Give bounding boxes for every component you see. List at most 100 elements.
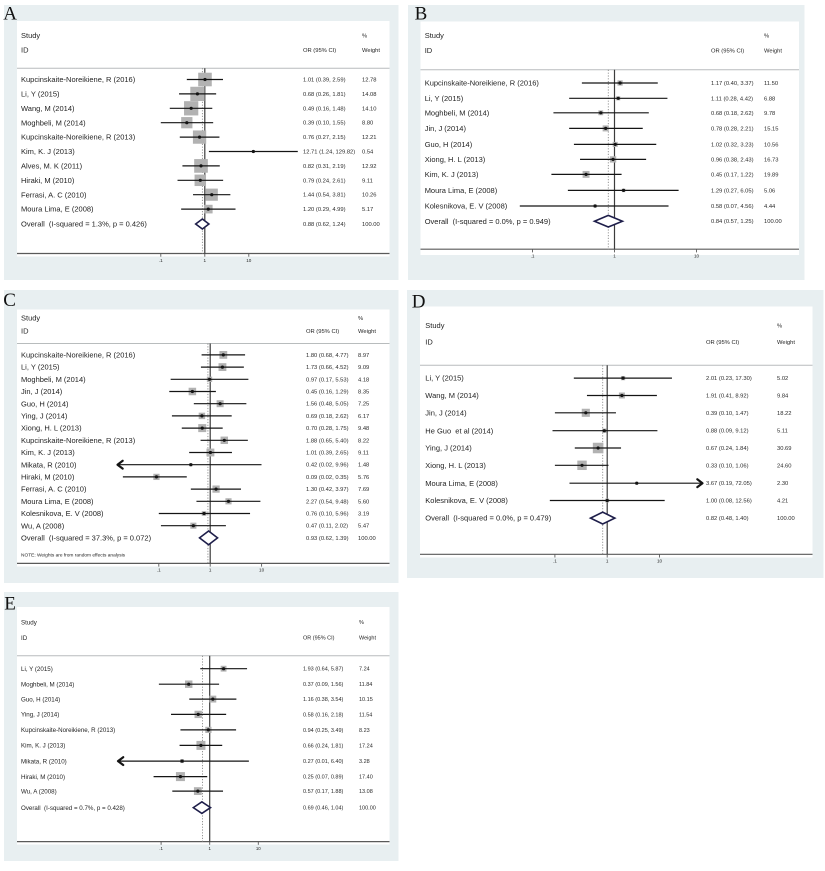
svg-text:100.00: 100.00 [358,536,376,542]
svg-text:1.11 (0.28, 4.42): 1.11 (0.28, 4.42) [711,96,753,102]
svg-text:Li, Y (2015): Li, Y (2015) [425,94,464,103]
svg-text:0.39 (0.10, 1.47): 0.39 (0.10, 1.47) [706,411,749,417]
svg-text:0.76 (0.10, 5.96): 0.76 (0.10, 5.96) [306,512,349,518]
svg-text:8.35: 8.35 [358,390,369,396]
svg-text:12.21: 12.21 [362,135,377,141]
svg-text:8.22: 8.22 [358,438,369,444]
svg-text:6.17: 6.17 [358,414,369,420]
svg-text:9.84: 9.84 [777,394,789,400]
svg-text:Li, Y (2015): Li, Y (2015) [21,363,60,372]
svg-text:12.78: 12.78 [362,78,377,84]
svg-text:5.17: 5.17 [362,207,373,213]
svg-text:0.84 (0.57, 1.25): 0.84 (0.57, 1.25) [711,219,754,225]
svg-text:10: 10 [259,568,265,573]
svg-text:.1: .1 [159,258,163,263]
svg-text:Li, Y (2015): Li, Y (2015) [21,90,60,99]
svg-text:1: 1 [209,568,212,573]
svg-text:Hiraki, M (2010): Hiraki, M (2010) [21,774,65,781]
svg-text:0.88 (0.09, 9.12): 0.88 (0.09, 9.12) [706,429,749,435]
svg-text:Kolesnikova, E. V (2008): Kolesnikova, E. V (2008) [21,509,104,518]
svg-text:100.00: 100.00 [362,222,380,228]
svg-text:1.16 (0.38, 3.54): 1.16 (0.38, 3.54) [303,697,344,703]
svg-text:1.01 (0.39, 2.59): 1.01 (0.39, 2.59) [303,78,346,84]
svg-text:%: % [359,620,364,626]
svg-text:0.93 (0.62, 1.39): 0.93 (0.62, 1.39) [306,536,349,542]
svg-text:Weight: Weight [359,636,376,642]
svg-text:Jin, J (2014): Jin, J (2014) [21,387,63,396]
svg-text:12.71 (1.24, 129.82): 12.71 (1.24, 129.82) [303,150,355,156]
svg-text:Study: Study [425,31,444,40]
svg-text:3.19: 3.19 [358,512,369,518]
svg-text:6.88: 6.88 [764,96,775,102]
svg-text:0.96 (0.38, 2.43): 0.96 (0.38, 2.43) [711,157,754,163]
svg-text:Kim, K. J (2013): Kim, K. J (2013) [21,743,65,750]
svg-text:0.70 (0.28, 1.75): 0.70 (0.28, 1.75) [306,426,349,432]
svg-text:0.45 (0.16, 1.29): 0.45 (0.16, 1.29) [306,390,349,396]
svg-text:0.27 (0.01, 6.40): 0.27 (0.01, 6.40) [303,759,344,765]
svg-text:18.22: 18.22 [777,411,792,417]
svg-text:Study: Study [21,31,40,40]
svg-text:0.42 (0.02, 9.96): 0.42 (0.02, 9.96) [306,463,349,469]
svg-text:8.80: 8.80 [362,121,373,127]
svg-text:1.73 (0.66, 4.52): 1.73 (0.66, 4.52) [306,365,349,371]
svg-text:4.18: 4.18 [358,377,369,383]
svg-text:OR (95% CI): OR (95% CI) [306,329,339,335]
svg-text:0.39 (0.10, 1.55): 0.39 (0.10, 1.55) [303,121,346,127]
svg-text:Xiong, H. L (2013): Xiong, H. L (2013) [425,461,486,470]
svg-text:Guo, H (2014): Guo, H (2014) [425,140,473,149]
svg-text:Moura Lima, E (2008): Moura Lima, E (2008) [21,205,94,214]
svg-text:7.25: 7.25 [358,402,369,408]
svg-text:Moghbeli, M (2014): Moghbeli, M (2014) [21,375,86,384]
svg-text:14.08: 14.08 [362,92,377,98]
svg-text:ID: ID [21,327,29,336]
svg-text:Hiraki, M (2010): Hiraki, M (2010) [21,473,75,482]
svg-text:9.48: 9.48 [358,426,369,432]
svg-text:1: 1 [208,846,211,851]
svg-text:Wang, M (2014): Wang, M (2014) [425,391,479,400]
svg-text:Ying, J (2014): Ying, J (2014) [21,412,68,421]
svg-text:Guo, H (2014): Guo, H (2014) [21,696,60,703]
svg-text:11.54: 11.54 [359,712,372,718]
svg-text:2.27 (0.54, 9.48): 2.27 (0.54, 9.48) [306,499,349,505]
svg-text:0.88 (0.62, 1.24): 0.88 (0.62, 1.24) [303,222,346,228]
svg-text:OR (95% CI): OR (95% CI) [711,49,744,55]
svg-text:3.28: 3.28 [359,759,370,765]
svg-text:Overall (I-squared = 1.3%, p: Overall (I-squared = 1.3%, p = 0.426) [21,220,147,229]
svg-text:0.25 (0.07, 0.89): 0.25 (0.07, 0.89) [303,775,344,781]
svg-text:Overall (I-squared = 37.3%, p: Overall (I-squared = 37.3%, p = 0.072) [21,534,152,543]
svg-text:Ferrasi, A. C (2010): Ferrasi, A. C (2010) [21,190,87,199]
svg-text:Kupcinskaite-Noreikiene, R (20: Kupcinskaite-Noreikiene, R (2016) [425,79,540,88]
svg-text:Kupcinskaite-Noreikiene, R (20: Kupcinskaite-Noreikiene, R (2016) [21,75,136,84]
svg-text:24.60: 24.60 [777,463,792,469]
svg-text:1.02 (0.32, 3.23): 1.02 (0.32, 3.23) [711,142,754,148]
svg-text:0.33 (0.10, 1.06): 0.33 (0.10, 1.06) [706,463,749,469]
svg-text:D: D [412,292,426,313]
svg-text:Overall (I-squared = 0.0%, p: Overall (I-squared = 0.0%, p = 0.479) [425,514,551,523]
svg-text:9.78: 9.78 [764,111,775,117]
svg-text:4.21: 4.21 [777,499,788,505]
svg-text:2.30: 2.30 [777,481,788,487]
svg-text:Kupcinskaite-Noreikiene, R (20: Kupcinskaite-Noreikiene, R (2016) [21,351,136,360]
svg-text:0.82 (0.31, 2.19): 0.82 (0.31, 2.19) [303,164,346,170]
svg-text:ID: ID [21,635,28,642]
svg-text:17.24: 17.24 [359,743,373,749]
svg-text:Kim, K. J (2013): Kim, K. J (2013) [425,170,479,179]
svg-text:Hiraki, M (2010): Hiraki, M (2010) [21,176,75,185]
svg-text:10: 10 [246,258,252,263]
svg-text:19.89: 19.89 [764,172,779,178]
svg-text:Wu, A (2008): Wu, A (2008) [21,521,65,530]
svg-text:1.01 (0.39, 2.65): 1.01 (0.39, 2.65) [306,451,349,457]
svg-text:Study: Study [21,314,40,323]
svg-text:%: % [764,34,769,40]
svg-text:0.69 (0.18, 2.62): 0.69 (0.18, 2.62) [306,414,349,420]
svg-text:Weight: Weight [362,48,380,54]
svg-text:Weight: Weight [358,329,376,335]
svg-text:13.08: 13.08 [359,789,373,795]
svg-text:Wu, A (2008): Wu, A (2008) [21,788,57,795]
svg-text:1.44 (0.54, 3.81): 1.44 (0.54, 3.81) [303,193,346,199]
svg-text:0.69 (0.46, 1.04): 0.69 (0.46, 1.04) [303,806,344,812]
svg-text:A: A [3,4,17,25]
svg-text:0.79 (0.24, 2.61): 0.79 (0.24, 2.61) [303,178,346,184]
svg-text:0.66 (0.24, 1.81): 0.66 (0.24, 1.81) [303,743,344,749]
svg-text:0.76 (0.27, 2.15): 0.76 (0.27, 2.15) [303,135,346,141]
